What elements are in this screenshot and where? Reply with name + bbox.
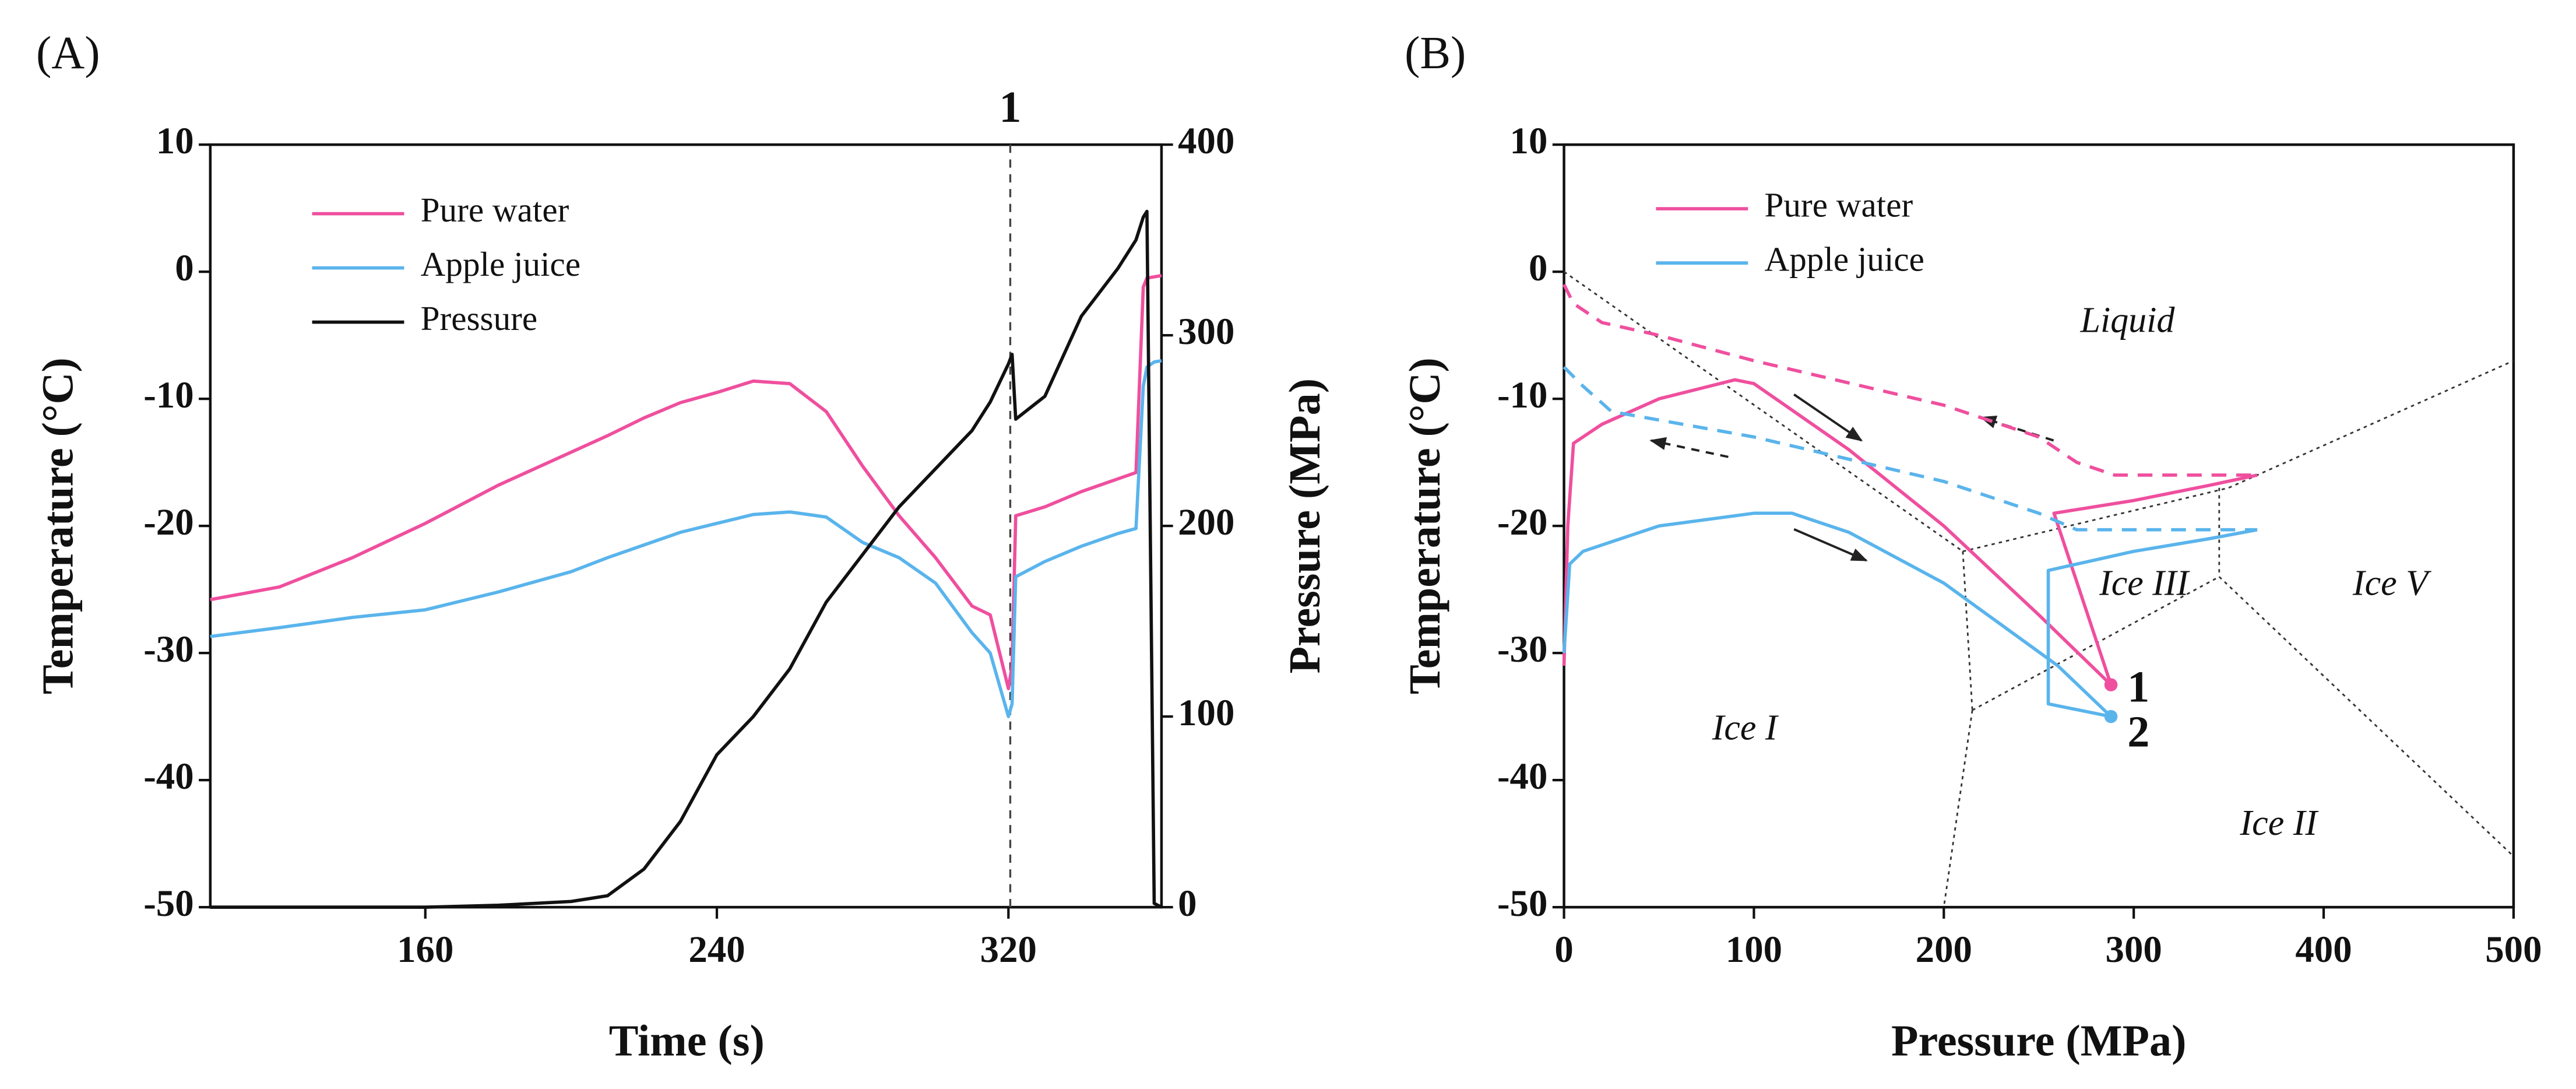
x-tick-label: 100 xyxy=(1726,929,1782,971)
series-line xyxy=(1563,283,2257,477)
y-tick-label: -20 xyxy=(1497,501,1547,543)
y-axis-title: Temperature (°C) xyxy=(34,357,83,694)
x-tick-label: 160 xyxy=(397,929,453,971)
series-line xyxy=(1562,511,2258,718)
y2-tick-label: 400 xyxy=(1178,120,1234,162)
series-line xyxy=(210,273,1162,691)
phase-boundary xyxy=(2218,576,2514,857)
y-tick-label: -50 xyxy=(143,883,193,925)
panel-label: (B) xyxy=(1405,28,1466,79)
y2-tick-label: 300 xyxy=(1178,311,1234,353)
panel-label: (A) xyxy=(36,28,100,79)
y-axis-title: Temperature (°C) xyxy=(1400,357,1449,694)
y-tick-label: -30 xyxy=(143,628,193,670)
y-tick-label: -20 xyxy=(143,501,193,543)
region-label: Liquid xyxy=(2079,301,2175,340)
y2-tick-label: 0 xyxy=(1178,883,1196,925)
arrow xyxy=(1649,437,1729,458)
x-axis-title: Pressure (MPa) xyxy=(1891,1016,2186,1065)
point-label: 1 xyxy=(2127,662,2149,711)
phase-boundary xyxy=(2228,360,2514,489)
point-label: 2 xyxy=(2127,707,2149,756)
x-axis-title: Time (s) xyxy=(609,1016,765,1065)
arrow xyxy=(1793,528,1868,562)
region-label: Ice V xyxy=(2352,564,2431,603)
series-line xyxy=(210,209,1163,909)
legend-label: Pressure xyxy=(421,299,538,338)
phase-boundary xyxy=(1942,710,1973,908)
series-line xyxy=(1562,378,2258,687)
state-point xyxy=(2104,678,2118,691)
arrow xyxy=(1793,394,1863,442)
region-label: Ice II xyxy=(2240,803,2320,843)
x-tick-label: 320 xyxy=(980,929,1037,971)
y2-tick-label: 200 xyxy=(1178,501,1234,543)
y-tick-label: -10 xyxy=(1497,374,1547,416)
series-line xyxy=(210,359,1162,718)
region-label: Ice III xyxy=(2099,564,2190,603)
x-tick-label: 300 xyxy=(2106,929,2162,971)
arrows xyxy=(1649,394,2054,562)
y-tick-label: -40 xyxy=(143,756,193,798)
x-tick-label: 240 xyxy=(688,929,745,971)
state-point xyxy=(2104,709,2118,723)
y-tick-label: -10 xyxy=(143,374,193,416)
y-tick-label: -40 xyxy=(1497,756,1547,798)
legend-label: Pure water xyxy=(421,191,569,229)
arrow xyxy=(1979,416,2054,442)
y-tick-label: 10 xyxy=(156,120,194,162)
legend-label: Apple juice xyxy=(1764,240,1924,279)
x-tick-label: 200 xyxy=(1916,929,1972,971)
x-tick-label: 400 xyxy=(2295,929,2352,971)
y2-axis-title: Pressure (MPa) xyxy=(1280,378,1329,673)
plot-frame xyxy=(1563,143,2515,909)
y-tick-label: 10 xyxy=(1510,120,1548,162)
phase-boundary xyxy=(1563,271,1963,552)
region-label: Ice I xyxy=(1712,708,1779,748)
x-tick-label: 500 xyxy=(2485,929,2542,971)
reference-label: 1 xyxy=(999,83,1021,132)
y-tick-label: 0 xyxy=(1529,247,1547,289)
y-tick-label: -50 xyxy=(1497,883,1547,925)
phase-boundary xyxy=(1962,487,2229,553)
x-tick-label: 0 xyxy=(1554,929,1573,971)
series-line xyxy=(1563,366,2257,532)
y-tick-label: 0 xyxy=(175,247,193,289)
y-tick-label: -30 xyxy=(1497,628,1547,670)
legend-label: Pure water xyxy=(1764,186,1913,224)
legend-label: Apple juice xyxy=(421,245,580,283)
phase-boundary xyxy=(1972,576,2220,711)
y2-tick-label: 100 xyxy=(1178,692,1234,734)
plot-frame xyxy=(209,143,1163,909)
phase-boundary xyxy=(1962,551,1973,711)
